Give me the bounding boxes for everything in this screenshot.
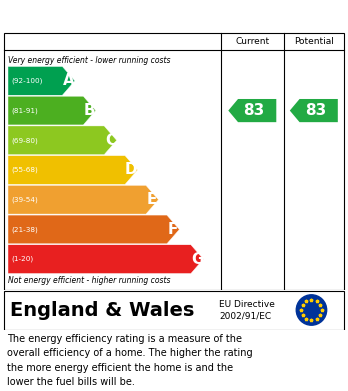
Polygon shape (8, 245, 203, 273)
Polygon shape (290, 99, 338, 122)
Text: EU Directive
2002/91/EC: EU Directive 2002/91/EC (219, 300, 275, 320)
Text: The energy efficiency rating is a measure of the
overall efficiency of a home. T: The energy efficiency rating is a measur… (7, 334, 253, 387)
Text: (55-68): (55-68) (11, 167, 38, 173)
Text: C: C (105, 133, 116, 148)
Circle shape (296, 295, 327, 325)
Polygon shape (228, 99, 276, 122)
Text: F: F (168, 222, 178, 237)
Text: (92-100): (92-100) (11, 77, 42, 84)
Text: Energy Efficiency Rating: Energy Efficiency Rating (10, 7, 239, 25)
Text: G: G (191, 252, 204, 267)
Text: (69-80): (69-80) (11, 137, 38, 143)
Text: (81-91): (81-91) (11, 107, 38, 114)
Text: D: D (125, 163, 138, 178)
Polygon shape (8, 126, 117, 155)
Text: 83: 83 (304, 103, 326, 118)
Polygon shape (8, 66, 75, 95)
Text: Very energy efficient - lower running costs: Very energy efficient - lower running co… (8, 56, 171, 65)
Text: Not energy efficient - higher running costs: Not energy efficient - higher running co… (8, 276, 171, 285)
Text: 83: 83 (243, 103, 264, 118)
Text: A: A (63, 74, 74, 88)
Polygon shape (8, 96, 96, 125)
Text: Current: Current (235, 36, 269, 45)
Text: (1-20): (1-20) (11, 256, 33, 262)
Text: E: E (147, 192, 157, 207)
Text: B: B (84, 103, 95, 118)
Polygon shape (8, 156, 137, 185)
Text: (21-38): (21-38) (11, 226, 38, 233)
Text: (39-54): (39-54) (11, 196, 38, 203)
Text: England & Wales: England & Wales (10, 301, 195, 319)
Polygon shape (8, 185, 158, 214)
Polygon shape (8, 215, 179, 244)
Text: Potential: Potential (294, 36, 334, 45)
